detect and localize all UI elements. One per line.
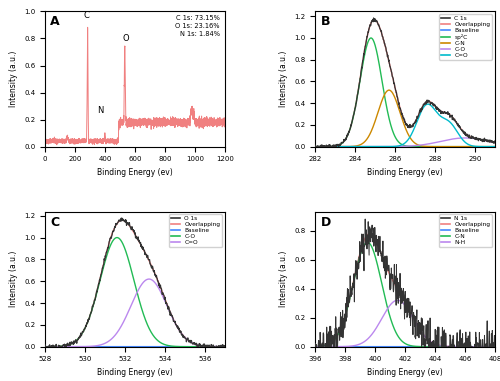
X-axis label: Binding Energy (ev): Binding Energy (ev)	[367, 368, 443, 377]
Text: C 1s: 73.15%
O 1s: 23.16%
N 1s: 1.84%: C 1s: 73.15% O 1s: 23.16% N 1s: 1.84%	[175, 16, 220, 37]
Y-axis label: Intensity (a.u.): Intensity (a.u.)	[280, 251, 288, 307]
Y-axis label: Intensity (a.u.): Intensity (a.u.)	[280, 51, 288, 107]
X-axis label: Binding Energy (ev): Binding Energy (ev)	[97, 168, 173, 177]
Text: A: A	[50, 16, 60, 29]
Legend: C 1s, Overlapping, Baseline, sp²C, C-N, C-O, C=O: C 1s, Overlapping, Baseline, sp²C, C-N, …	[439, 14, 492, 59]
Text: C: C	[50, 216, 59, 229]
Text: D: D	[320, 216, 330, 229]
Text: O: O	[122, 34, 129, 43]
Y-axis label: Intensity (a.u.): Intensity (a.u.)	[10, 251, 18, 307]
Text: B: B	[320, 16, 330, 29]
Y-axis label: Intensity (a.u.): Intensity (a.u.)	[10, 51, 18, 107]
Text: N: N	[97, 106, 103, 115]
X-axis label: Binding Energy (ev): Binding Energy (ev)	[97, 368, 173, 377]
Legend: O 1s, Overlapping, Baseline, C-O, C=O: O 1s, Overlapping, Baseline, C-O, C=O	[169, 215, 222, 247]
Text: C: C	[83, 11, 89, 20]
Legend: N 1s, Overlapping, Baseline, C-N, N-H: N 1s, Overlapping, Baseline, C-N, N-H	[439, 215, 492, 247]
X-axis label: Binding Energy (ev): Binding Energy (ev)	[367, 168, 443, 177]
